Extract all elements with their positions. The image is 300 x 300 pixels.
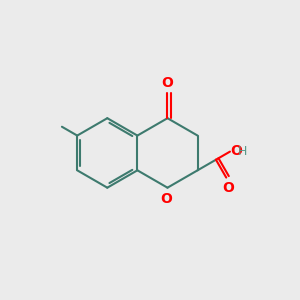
Text: H: H: [238, 145, 248, 158]
Text: O: O: [160, 192, 172, 206]
Text: O: O: [230, 144, 242, 158]
Text: O: O: [161, 76, 173, 90]
Text: O: O: [222, 181, 234, 195]
